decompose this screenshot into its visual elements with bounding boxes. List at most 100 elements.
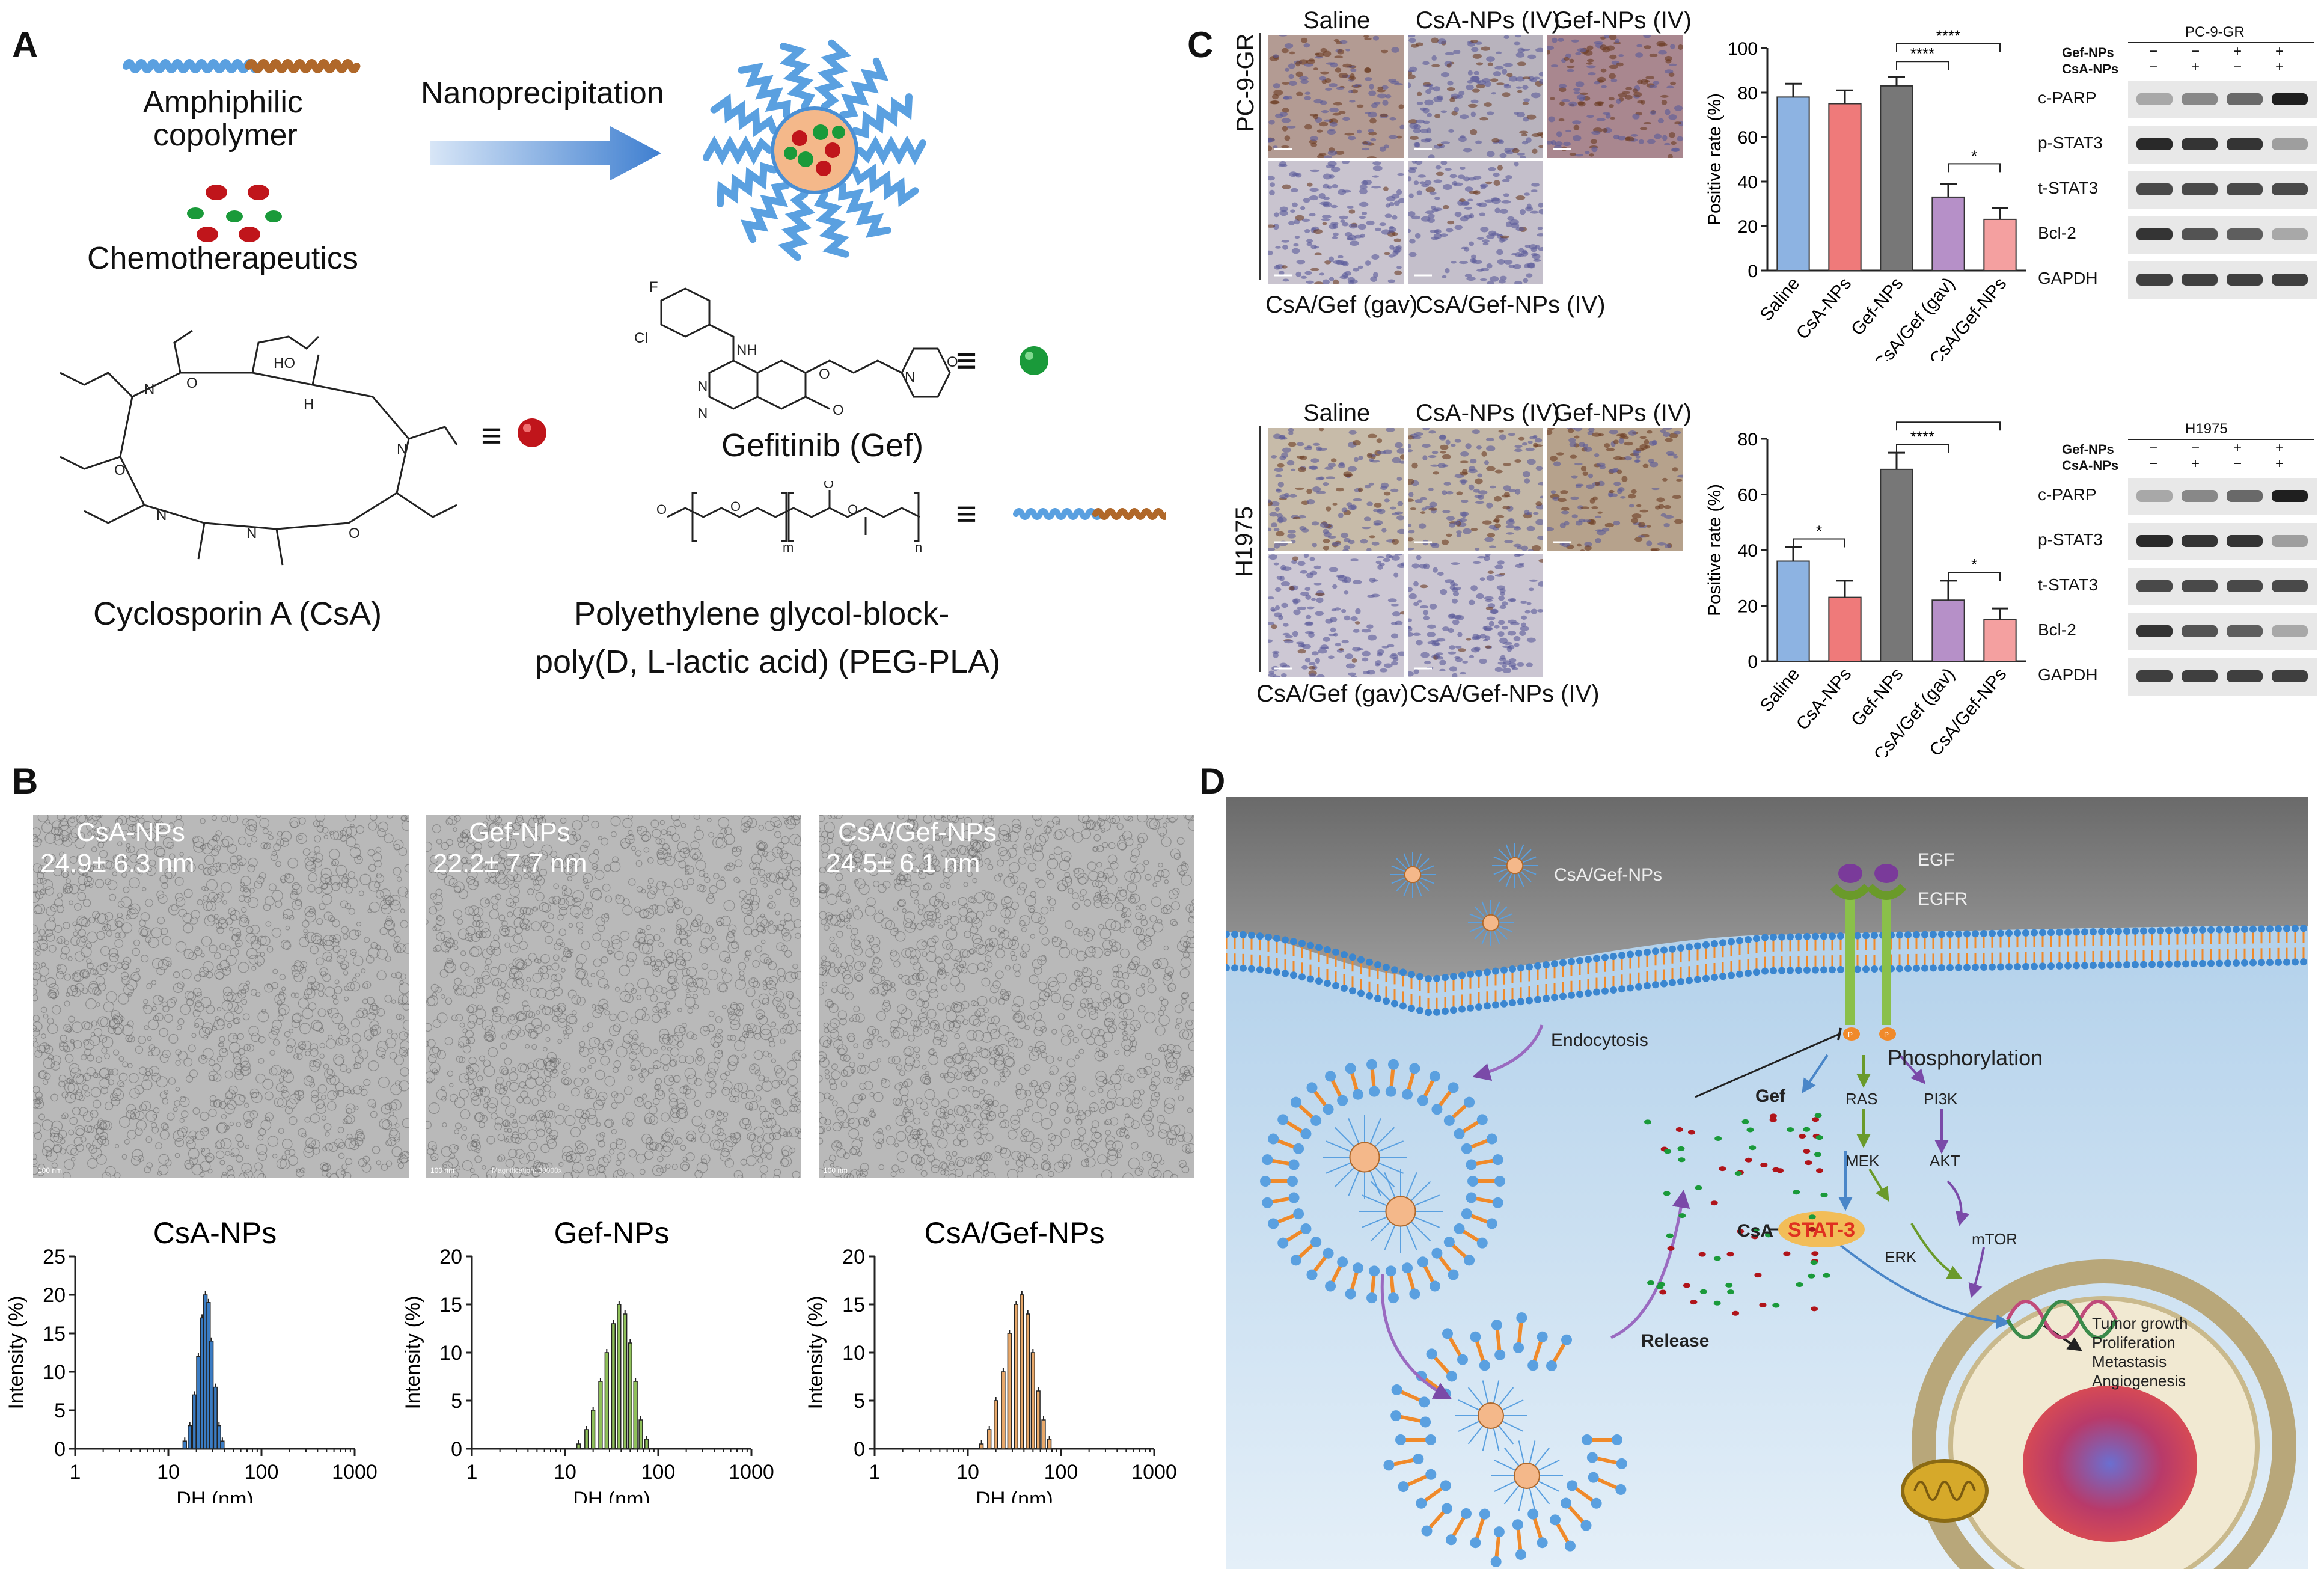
pr-bar (1776, 560, 1810, 662)
blot-band (2227, 228, 2263, 240)
tem-scalebar-gef: 100 nm (430, 1166, 455, 1175)
pr-category-label: CsA-NPs (1793, 664, 1856, 734)
ihc-header-gef-2: Gef-NPs (IV) (1554, 400, 1692, 426)
blot-sign: + (2233, 440, 2242, 456)
positive-rate-chart-pc9: 020406080100SalineCsA-NPsGef-NPsCsA/Gef … (1705, 27, 2026, 361)
svg-text:O: O (947, 354, 958, 370)
ihc-axis-2 (1259, 426, 1261, 672)
dls-bar (220, 1440, 225, 1449)
tem-label-gef: Gef-NPs 22.2± 7.7 nm (426, 815, 595, 882)
dls-bar (604, 1352, 609, 1449)
dls-ytick: 20 (43, 1284, 66, 1307)
dls-bar (628, 1342, 632, 1449)
gef-label: Gef (1755, 1086, 1786, 1106)
dls-ytick: 0 (854, 1438, 865, 1461)
ihc-axis-1 (1259, 33, 1261, 280)
dls-ytick: 15 (43, 1323, 66, 1345)
blot-band (2272, 625, 2308, 637)
blot-row-label: Bcl-2 (2038, 620, 2076, 639)
ihc-header-csa-1: CsA-NPs (IV) (1416, 7, 1560, 34)
dls-bar (987, 1429, 992, 1449)
blot-band (2182, 490, 2218, 502)
dls-ytick: 10 (842, 1342, 865, 1365)
dls-ytick: 5 (451, 1390, 462, 1413)
panel-d: P P STAT-3 CsA/Gef-NPs EGF EGFR Endo (1226, 797, 2308, 1569)
ihc-img-h1975-saline (1264, 427, 1407, 553)
dls-bar (598, 1381, 603, 1449)
endocytosis-label: Endocytosis (1551, 1030, 1648, 1050)
pr-bar (1880, 468, 1913, 662)
dls-bar (576, 1443, 581, 1449)
dls-bar (1020, 1294, 1024, 1449)
blot-band (2272, 228, 2308, 240)
svg-text:N: N (905, 369, 915, 385)
svg-text:O: O (824, 481, 834, 491)
blot-band (2182, 138, 2218, 150)
ihc-cellline-h1975: H1975 (1231, 506, 1258, 577)
akt-label: AKT (1930, 1152, 1960, 1170)
mechanism-diagram: P P STAT-3 CsA/Gef-NPs EGF EGFR Endo (1226, 797, 2308, 1569)
blot-band (2136, 490, 2173, 502)
ihc-footer-nps-1: CsA/Gef-NPs (IV) (1416, 292, 1606, 318)
dls-bar (633, 1381, 638, 1449)
dls-ytick: 20 (842, 1246, 865, 1268)
nps-label: CsA/Gef-NPs (1554, 865, 1662, 885)
tem-name-csa: CsA-NPs (76, 818, 185, 847)
blot-sign: + (2191, 59, 2200, 75)
panel-label-d: D (1199, 761, 1226, 801)
chemo-label: Chemotherapeutics (87, 241, 358, 276)
pr-bar (1983, 218, 2017, 271)
extracellular-nps-icon (1390, 843, 1538, 946)
blot-strip (2128, 171, 2317, 209)
blot-treat-csa: CsA-NPs (2062, 61, 2119, 76)
ihc-img-pc9-gav (1264, 159, 1407, 286)
stat3-badge (1778, 1211, 1865, 1247)
csa-name: Cyclosporin A (CsA) (93, 596, 382, 632)
copolymer-label-line2: copolymer (153, 118, 298, 153)
blot-band (2182, 93, 2218, 105)
dls-title: CsA-NPs (153, 1216, 277, 1250)
released-drug-dots (1644, 1113, 1830, 1316)
dls-ytick: 15 (439, 1294, 462, 1317)
pr-ytick: 60 (1738, 128, 1758, 148)
dls-ytick: 0 (451, 1438, 462, 1461)
dls-bar (188, 1425, 192, 1449)
blot-row-label: t-STAT3 (2038, 179, 2099, 197)
blot-sign: + (2275, 59, 2284, 75)
blot-band (2182, 670, 2218, 682)
pr-ytick: 20 (1738, 217, 1758, 237)
blot-sign: − (2233, 59, 2242, 75)
dna-icon (2006, 1300, 2118, 1339)
tem-name-csagef: CsA/Gef-NPs (838, 818, 997, 847)
svg-text:Cl: Cl (634, 330, 648, 346)
phosphorylation-label: Phosphorylation (1888, 1045, 2043, 1070)
pr-ytick: 0 (1748, 652, 1758, 672)
dls-ytick: 10 (439, 1342, 462, 1365)
dls-bar (1001, 1371, 1006, 1449)
ihc-header-csa-2: CsA-NPs (IV) (1416, 400, 1560, 426)
blot-strip (2128, 478, 2317, 515)
blot-row-label: c-PARP (2038, 485, 2097, 504)
dls-chart-csa: 0 5 10 15 20 25 1 10 100 1000 CsA-NPs Intensity (%)… (5, 1216, 378, 1503)
blot-sign: − (2191, 43, 2200, 60)
blot-row-label: c-PARP (2038, 88, 2097, 107)
blot-band (2136, 93, 2173, 105)
outcome-metastasis: Metastasis (2092, 1353, 2167, 1371)
blot-band (2272, 183, 2308, 195)
gef-sphere-icon (1020, 346, 1048, 375)
ras-label: RAS (1845, 1090, 1877, 1108)
pr-ytick: 60 (1738, 486, 1758, 506)
erk-label: ERK (1885, 1248, 1917, 1266)
pr-ytick: 100 (1728, 39, 1758, 59)
ihc-footer-gav-1: CsA/Gef (gav) (1265, 292, 1418, 318)
ihc-img-h1975-csa (1405, 426, 1547, 552)
dls-xtick: 100 (641, 1461, 676, 1484)
egfr-receptor-icon (1830, 864, 1907, 1041)
tem-image-csa: CsA-NPs 24.9± 6.3 nm 100 nm (33, 815, 409, 1178)
dls-xlabel: DH (nm) (176, 1488, 253, 1503)
dls-xtick: 1 (70, 1461, 81, 1484)
p-mark-2: P (1884, 1030, 1889, 1039)
dls-ytick: 5 (54, 1399, 66, 1422)
blot-band (2136, 625, 2173, 637)
tem-name-gef: Gef-NPs (469, 818, 570, 847)
